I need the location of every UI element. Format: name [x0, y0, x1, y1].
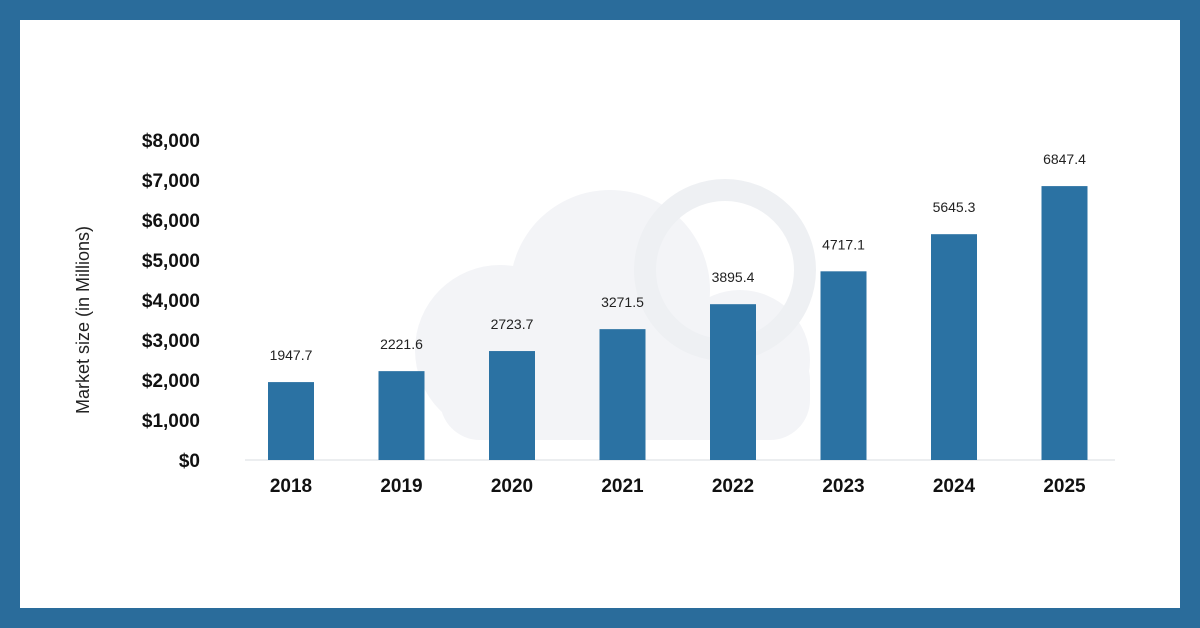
y-tick-label: $6,000: [142, 211, 200, 232]
x-tick-label: 2022: [712, 476, 754, 497]
y-tick-label: $5,000: [142, 251, 200, 272]
y-tick-label: $0: [179, 451, 200, 472]
bar-2018: [268, 382, 314, 460]
x-tick-label: 2019: [380, 476, 422, 497]
y-axis-label: Market size (in Millions): [73, 226, 93, 414]
y-tick-label: $2,000: [142, 371, 200, 392]
data-label-2023: 4717.1: [822, 236, 865, 252]
y-tick-label: $4,000: [142, 291, 200, 312]
data-label-2021: 3271.5: [601, 294, 644, 310]
bar-2019: [378, 371, 425, 460]
chart-card: Market size (in Millions) $0 $1,000 $2,000…: [20, 20, 1180, 608]
bar-2021: [599, 329, 646, 460]
data-label-2019: 2221.6: [380, 336, 423, 352]
data-label-2024: 5645.3: [933, 199, 976, 215]
data-label-2018: 1947.7: [270, 347, 313, 363]
bar-2022: [710, 304, 756, 460]
y-tick-label: $1,000: [142, 411, 200, 432]
y-tick-label: $8,000: [142, 131, 200, 152]
y-tick-label: $3,000: [142, 331, 200, 352]
data-label-2020: 2723.7: [491, 316, 534, 332]
bar-2025: [1041, 186, 1088, 460]
x-tick-label: 2024: [933, 476, 976, 497]
x-tick-label: 2021: [601, 476, 644, 497]
bar-chart: Market size (in Millions) $0 $1,000 $2,000…: [73, 131, 1115, 497]
x-tick-label: 2020: [491, 476, 533, 497]
x-tick-label: 2025: [1043, 476, 1086, 497]
bar-2024: [931, 234, 977, 460]
y-tick-label: $7,000: [142, 171, 200, 192]
bar-2020: [489, 351, 535, 460]
x-tick-label: 2018: [270, 476, 312, 497]
x-tick-label: 2023: [822, 476, 864, 497]
data-label-2025: 6847.4: [1043, 151, 1086, 167]
data-label-2022: 3895.4: [712, 269, 755, 285]
bar-2023: [820, 271, 867, 460]
